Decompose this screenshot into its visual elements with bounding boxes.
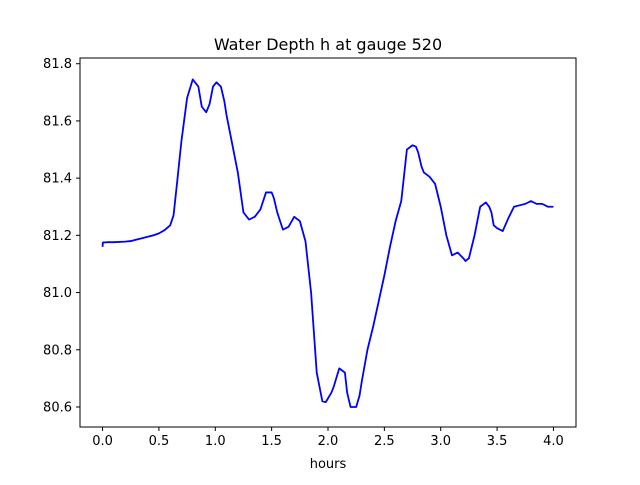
series-line-0	[101, 78, 554, 408]
x-tick-label: 1.5	[261, 434, 282, 449]
x-tick-label: 2.0	[318, 434, 339, 449]
x-axis: 0.0 0.5 1.0 1.5 2.0 2.5 3.0 3.5 4.0	[92, 427, 564, 449]
plot-area	[101, 78, 554, 408]
y-tick-label: 81.8	[43, 57, 72, 72]
x-tick-label: 2.5	[374, 434, 395, 449]
chart-title: Water Depth h at gauge 520	[214, 35, 442, 54]
x-tick-label: 4.0	[543, 434, 564, 449]
x-tick-label: 0.0	[92, 434, 113, 449]
x-axis-label: hours	[310, 457, 347, 472]
x-tick-label: 0.5	[149, 434, 170, 449]
y-tick-label: 80.6	[43, 400, 72, 415]
y-tick-label: 81.2	[43, 229, 72, 244]
y-tick-label: 81.4	[43, 172, 72, 187]
y-axis: 80.6 80.8 81.0 81.2 81.4 81.6 81.8	[43, 57, 80, 415]
y-tick-label: 81.0	[43, 286, 72, 301]
x-tick-label: 3.5	[487, 434, 508, 449]
y-tick-label: 80.8	[43, 343, 72, 358]
x-tick-label: 3.0	[430, 434, 451, 449]
y-tick-label: 81.6	[43, 114, 72, 129]
x-tick-label: 1.0	[205, 434, 226, 449]
